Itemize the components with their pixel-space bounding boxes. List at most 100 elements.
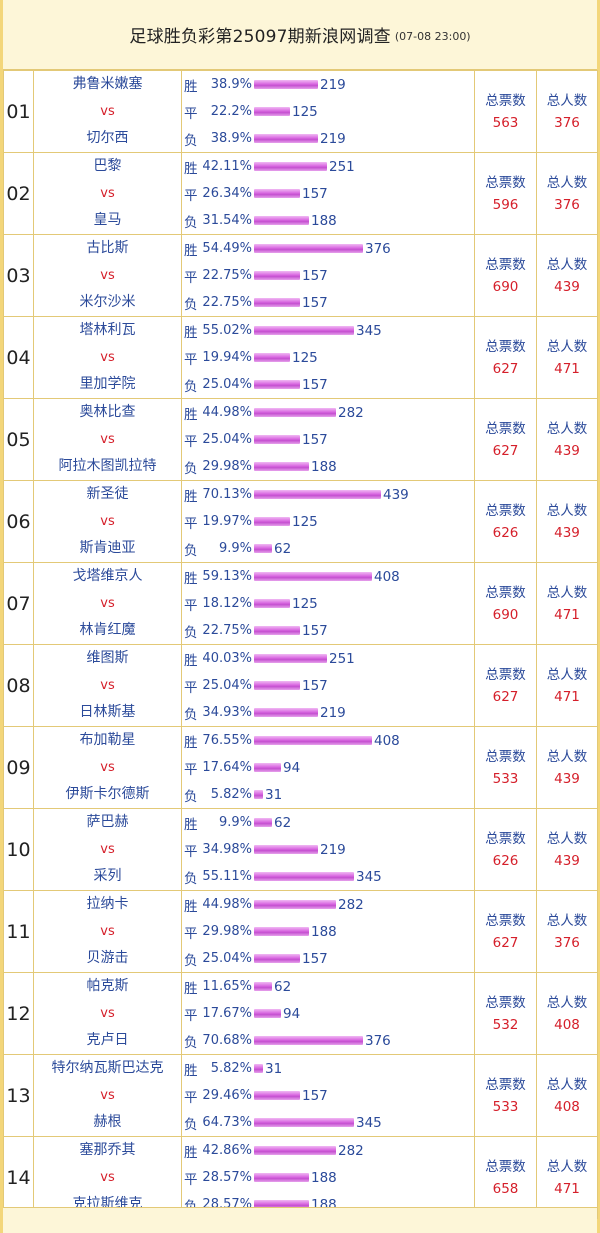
win-bar	[254, 654, 327, 663]
home-team-link[interactable]: 萨巴赫	[86, 814, 129, 830]
match-teams: 帕克斯 vs 克卢日	[33, 972, 182, 1055]
draw-bar	[254, 845, 318, 854]
home-team-link[interactable]: 奥林比查	[79, 404, 136, 420]
draw-vote-line: 平 22.75% 157	[182, 262, 474, 289]
away-team-link[interactable]: 采列	[93, 868, 122, 884]
draw-label: 平	[184, 761, 198, 778]
away-team-link[interactable]: 米尔沙米	[79, 294, 136, 310]
away-team-link[interactable]: 切尔西	[86, 130, 129, 146]
match-number: 10	[3, 808, 34, 891]
home-team-link[interactable]: 布加勒星	[79, 732, 136, 748]
draw-bar	[254, 435, 300, 444]
draw-bar	[254, 189, 300, 198]
draw-percent: 17.67%	[202, 1006, 252, 1021]
draw-label: 平	[184, 269, 198, 286]
away-team-link[interactable]: 林肯红魔	[79, 622, 136, 638]
loss-vote-line: 负 29.98% 188	[182, 453, 474, 480]
total-votes-value: 627	[492, 442, 519, 459]
loss-vote-line: 负 64.73% 345	[182, 1109, 474, 1136]
vs-label: vs	[100, 432, 115, 447]
total-votes-label: 总票数	[485, 666, 526, 683]
vote-bars: 胜 9.9% 62 平 34.98% 219 负 55.11% 345	[181, 808, 475, 891]
away-team-link[interactable]: 斯肯迪亚	[79, 540, 136, 556]
match-row: 10 萨巴赫 vs 采列 胜 9.9% 62 平 34.98% 219 负 55.11% 345 总票数 6…	[3, 808, 598, 891]
total-people-label: 总人数	[546, 666, 588, 683]
home-team-link[interactable]: 特尔纳瓦斯巴达克	[51, 1060, 164, 1076]
match-teams: 奥林比查 vs 阿拉木图凯拉特	[33, 398, 182, 481]
win-label: 胜	[184, 816, 198, 833]
win-vote-line: 胜 38.9% 219	[182, 71, 474, 98]
home-team-link[interactable]: 新圣徒	[86, 486, 129, 502]
win-vote-line: 胜 42.11% 251	[182, 153, 474, 180]
total-votes-cell: 总票数 658	[474, 1136, 537, 1219]
win-percent: 44.98%	[202, 897, 252, 912]
match-teams: 布加勒星 vs 伊斯卡尔德斯	[33, 726, 182, 809]
survey-table-body: 01 弗鲁米嫩塞 vs 切尔西胜 38.9% 219 平 22.2% 125 负 38.9% 219 总…	[3, 70, 598, 1219]
loss-label: 负	[184, 706, 198, 723]
total-people-cell: 总人数 471	[536, 1136, 598, 1219]
win-percent: 59.13%	[202, 569, 252, 584]
loss-percent: 55.11%	[202, 869, 252, 884]
match-teams: 维图斯 vs 日林斯基	[33, 644, 182, 727]
away-team-link[interactable]: 皇马	[93, 212, 122, 228]
home-team-link[interactable]: 弗鲁米嫩塞	[72, 76, 143, 92]
away-team-link[interactable]: 阿拉木图凯拉特	[58, 458, 157, 474]
home-team-link[interactable]: 拉纳卡	[86, 896, 129, 912]
total-votes-value: 626	[492, 524, 519, 541]
survey-date: (07-08 23:00)	[394, 29, 471, 43]
loss-label: 负	[184, 870, 198, 887]
loss-bar	[254, 872, 354, 881]
vote-bars: 胜 59.13% 408 平 18.12% 125 负 22.75% 157	[181, 562, 475, 645]
draw-label: 平	[184, 515, 198, 532]
away-team-link[interactable]: 克卢日	[86, 1032, 129, 1048]
total-people-cell: 总人数 408	[536, 972, 598, 1055]
win-count: 62	[274, 978, 292, 995]
draw-percent: 34.98%	[202, 842, 252, 857]
home-team-link[interactable]: 维图斯	[86, 650, 129, 666]
match-number: 01	[3, 70, 34, 153]
away-team-link[interactable]: 伊斯卡尔德斯	[65, 786, 150, 802]
total-people-value: 408	[554, 1098, 580, 1115]
total-votes-label: 总票数	[485, 830, 526, 847]
total-votes-cell: 总票数 627	[474, 316, 537, 399]
away-team-link[interactable]: 里加学院	[79, 376, 136, 392]
home-team-link[interactable]: 塔林利瓦	[79, 322, 136, 338]
draw-count: 157	[302, 677, 328, 694]
survey-header: 足球胜负彩第25097期新浪网调查 (07-08 23:00)	[3, 0, 597, 70]
loss-label: 负	[184, 1034, 198, 1051]
loss-bar	[254, 626, 300, 635]
total-people-value: 408	[554, 1016, 580, 1033]
loss-label: 负	[184, 296, 198, 313]
total-people-cell: 总人数 376	[536, 890, 598, 973]
away-team-link[interactable]: 赫根	[93, 1114, 122, 1130]
total-people-cell: 总人数 471	[536, 644, 598, 727]
match-teams: 弗鲁米嫩塞 vs 切尔西	[33, 70, 182, 153]
home-team-link[interactable]: 古比斯	[86, 240, 129, 256]
home-team-link[interactable]: 巴黎	[93, 158, 122, 174]
away-team-link[interactable]: 贝游击	[86, 950, 129, 966]
win-vote-line: 胜 42.86% 282	[182, 1137, 474, 1164]
total-votes-value: 533	[492, 770, 519, 787]
total-votes-label: 总票数	[485, 420, 526, 437]
total-votes-label: 总票数	[485, 994, 526, 1011]
match-row: 09 布加勒星 vs 伊斯卡尔德斯 胜 76.55% 408 平 17.64% 94 负 5.82% 3…	[3, 726, 598, 809]
loss-vote-line: 负 34.93% 219	[182, 699, 474, 726]
win-count: 31	[265, 1060, 283, 1077]
match-number: 02	[3, 152, 34, 235]
home-team-link[interactable]: 塞那乔其	[79, 1142, 136, 1158]
match-row: 06 新圣徒 vs 斯肯迪亚 胜 70.13% 439 平 19.97% 125 负 9.9% 62 总票…	[3, 480, 598, 563]
total-people-label: 总人数	[546, 502, 588, 519]
total-votes-cell: 总票数 626	[474, 480, 537, 563]
win-percent: 54.49%	[202, 241, 252, 256]
loss-bar	[254, 298, 300, 307]
win-bar	[254, 490, 381, 499]
loss-vote-line: 负 5.82% 31	[182, 781, 474, 808]
loss-vote-line: 负 9.9% 62	[182, 535, 474, 562]
match-teams: 萨巴赫 vs 采列	[33, 808, 182, 891]
match-number: 04	[3, 316, 34, 399]
home-team-link[interactable]: 帕克斯	[86, 978, 129, 994]
loss-count: 157	[302, 294, 328, 311]
home-team-link[interactable]: 戈塔维京人	[72, 568, 143, 584]
away-team-link[interactable]: 日林斯基	[79, 704, 136, 720]
total-people-value: 376	[554, 114, 580, 131]
